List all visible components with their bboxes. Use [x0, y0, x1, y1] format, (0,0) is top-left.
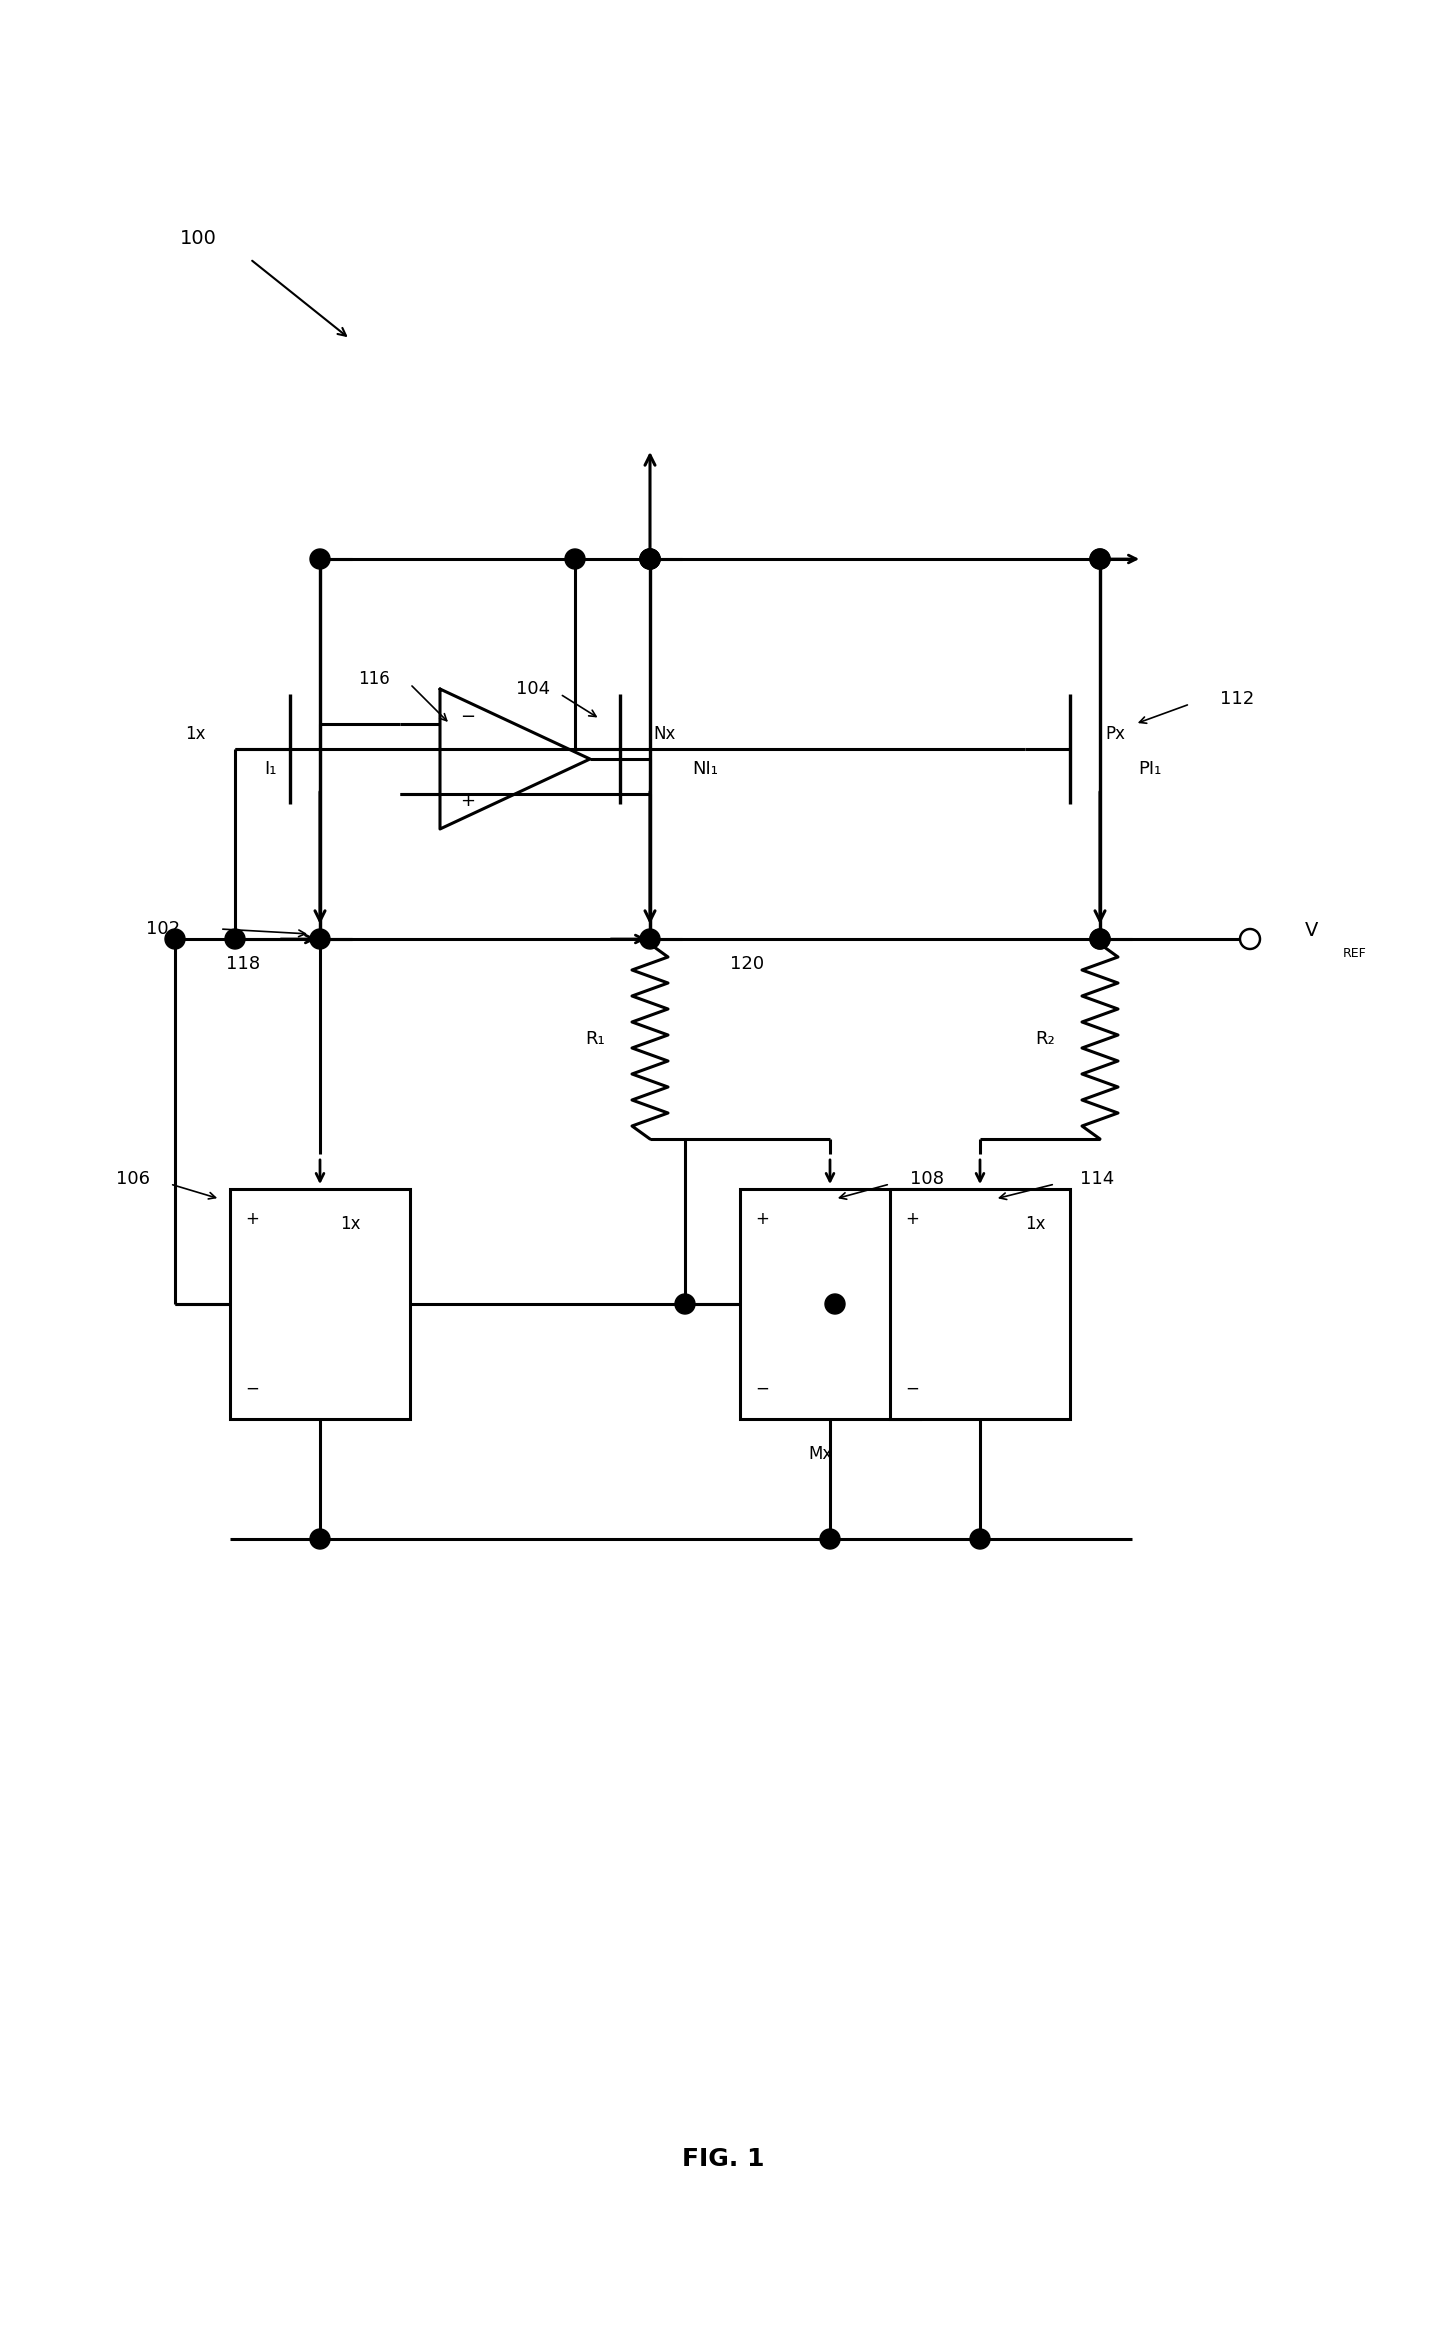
Circle shape — [310, 550, 330, 568]
Text: 106: 106 — [116, 1170, 150, 1188]
Text: FIG. 1: FIG. 1 — [682, 2147, 765, 2171]
Circle shape — [1090, 929, 1110, 950]
Text: −: − — [245, 1380, 259, 1399]
Bar — [739, 1188, 920, 1420]
Circle shape — [224, 929, 245, 950]
Circle shape — [820, 1530, 841, 1548]
Circle shape — [165, 929, 185, 950]
Circle shape — [640, 550, 660, 568]
Circle shape — [640, 550, 660, 568]
Text: R₁: R₁ — [585, 1029, 605, 1048]
Text: 116: 116 — [359, 669, 391, 688]
Text: −: − — [460, 709, 476, 725]
Text: NI₁: NI₁ — [692, 760, 718, 779]
Text: Nx: Nx — [654, 725, 676, 744]
Text: −: − — [904, 1380, 919, 1399]
Text: Mx: Mx — [807, 1446, 832, 1462]
Bar — [890, 1188, 1069, 1420]
Circle shape — [1090, 929, 1110, 950]
Text: 1x: 1x — [340, 1214, 360, 1233]
Text: 1x: 1x — [1024, 1214, 1045, 1233]
Circle shape — [674, 1293, 695, 1315]
Circle shape — [310, 929, 330, 950]
Text: 114: 114 — [1079, 1170, 1114, 1188]
Text: 1x: 1x — [185, 725, 205, 744]
Circle shape — [640, 929, 660, 950]
Text: Px: Px — [1106, 725, 1124, 744]
Text: +: + — [245, 1209, 259, 1228]
Text: +: + — [904, 1209, 919, 1228]
Circle shape — [310, 1530, 330, 1548]
Text: 100: 100 — [179, 229, 217, 248]
Circle shape — [969, 1530, 990, 1548]
Text: 118: 118 — [226, 954, 260, 973]
Text: +: + — [460, 793, 476, 809]
Text: 112: 112 — [1220, 690, 1255, 709]
Text: −: − — [755, 1380, 768, 1399]
Text: 120: 120 — [729, 954, 764, 973]
Text: 108: 108 — [910, 1170, 943, 1188]
Text: REF: REF — [1343, 947, 1367, 961]
Text: 104: 104 — [517, 681, 550, 697]
Circle shape — [1090, 550, 1110, 568]
Circle shape — [825, 1293, 845, 1315]
Text: PI₁: PI₁ — [1139, 760, 1162, 779]
Circle shape — [1240, 929, 1260, 950]
Text: +: + — [755, 1209, 768, 1228]
Circle shape — [564, 550, 585, 568]
Text: 102: 102 — [146, 919, 179, 938]
Text: R₂: R₂ — [1035, 1029, 1055, 1048]
Text: I₁: I₁ — [263, 760, 276, 779]
Bar — [230, 1188, 410, 1420]
Circle shape — [640, 550, 660, 568]
Text: V: V — [1305, 922, 1318, 940]
Circle shape — [1090, 550, 1110, 568]
